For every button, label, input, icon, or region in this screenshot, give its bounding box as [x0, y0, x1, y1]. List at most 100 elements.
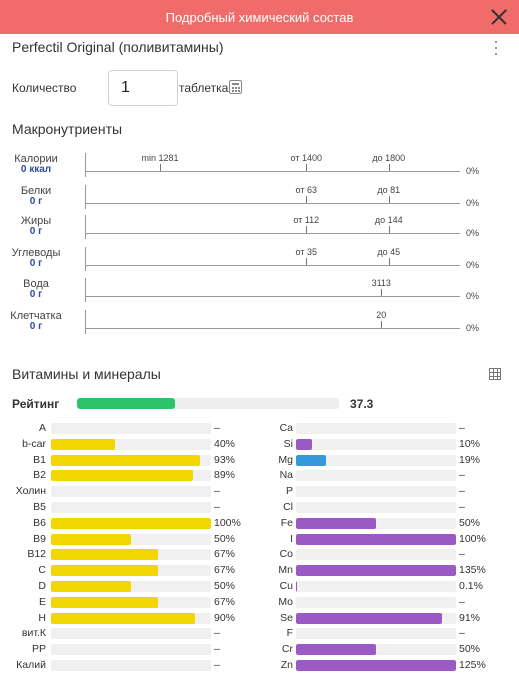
macro-baseline [85, 296, 460, 297]
nutrient-bar [296, 502, 456, 513]
nutrient-percent: – [214, 485, 220, 498]
macro-baseline [85, 265, 460, 266]
vitamin-row: A – [0, 422, 519, 436]
nutrient-bar [51, 581, 211, 592]
nutrient-name: Калий [16, 659, 46, 671]
nutrient-bar-fill [51, 470, 194, 482]
vitamin-row: C 67% [0, 564, 519, 578]
vitamin-row: B5 – [0, 501, 519, 515]
nutrient-name: Fe [280, 516, 293, 529]
mineral-row: Mo – [0, 596, 519, 610]
macro-name: Клетчатка [10, 310, 62, 322]
nutrient-bar [296, 517, 456, 529]
nutrient-name: Si [283, 437, 293, 450]
nutrient-name: Cr [281, 643, 293, 656]
nutrient-bar [296, 612, 456, 624]
macro-norm-label: до 1800 [372, 153, 406, 163]
macro-axis [85, 185, 86, 209]
close-icon[interactable] [485, 3, 513, 31]
quantity-input[interactable]: 1 [108, 70, 178, 106]
nutrient-bar [51, 628, 211, 640]
nutrient-bar-fill [296, 660, 456, 671]
nutrient-percent: 19% [459, 453, 481, 466]
macro-norm-label: от 35 [295, 247, 317, 257]
vitamin-row: B12 67% [0, 548, 519, 562]
more-options-icon[interactable] [493, 40, 499, 56]
macro-norm-tick [388, 164, 390, 171]
nutrient-bar [296, 423, 456, 434]
quantity-unit: таблетка [179, 81, 229, 95]
nutrient-percent: 100% [459, 532, 486, 545]
nutrient-name: PP [31, 643, 46, 656]
macro-norm-tick [306, 196, 308, 203]
vitamin-row: E 67% [0, 596, 519, 610]
macro-norm-tick [306, 226, 308, 233]
macro-norm-tick [388, 196, 390, 203]
nutrient-name: вит.К [21, 627, 46, 640]
macro-norm-tick [306, 164, 308, 171]
nutrient-name: D [38, 580, 46, 592]
mineral-row: Fe 50% [0, 517, 519, 531]
macro-baseline [85, 328, 460, 329]
table-view-icon[interactable] [489, 368, 501, 380]
mineral-row: P – [0, 485, 519, 499]
nutrient-bar-fill [296, 438, 312, 450]
nutrient-name: Zn [280, 659, 293, 671]
mineral-row: Cu 0.1% [0, 580, 519, 594]
macro-value: 0 г [29, 289, 43, 300]
macro-percent: 0% [466, 260, 480, 270]
nutrient-bar-fill [51, 612, 195, 624]
nutrient-name: Se [280, 611, 293, 624]
nutrient-name: I [290, 532, 293, 545]
macro-percent: 0% [466, 291, 480, 301]
macro-norm-label: от 112 [293, 215, 320, 225]
macro-value: 0 ккал [20, 164, 52, 175]
nutrient-percent: 50% [214, 580, 236, 592]
mineral-row: Mg 19% [0, 454, 519, 468]
nutrient-bar-fill [51, 517, 211, 529]
nutrient-bar [51, 470, 211, 482]
nutrient-percent: 50% [214, 532, 236, 545]
macro-baseline [85, 171, 460, 172]
nutrient-name: Na [279, 469, 293, 482]
nutrient-percent: 100% [214, 516, 241, 529]
macro-row: Калории 0 ккал 0% min 1281 от 1400 до 1800 [0, 153, 519, 179]
macro-norm-tick [388, 258, 390, 265]
nutrient-percent: 90% [214, 611, 236, 624]
nutrient-percent: – [214, 643, 220, 656]
macro-norm-label: до 144 [374, 215, 403, 225]
nutrient-bar [296, 660, 456, 671]
mineral-row: Si 10% [0, 438, 519, 452]
nutrient-percent: – [459, 485, 465, 498]
nutrient-bar-fill [296, 533, 456, 545]
mineral-row: Co – [0, 548, 519, 562]
nutrient-percent: 125% [459, 659, 486, 671]
macro-axis [85, 153, 86, 177]
nutrient-bar [296, 565, 456, 577]
nutrient-bar-fill [51, 596, 159, 608]
nutrient-percent: – [214, 501, 220, 513]
mineral-row: I 100% [0, 533, 519, 547]
nutrient-name: P [285, 485, 293, 498]
macro-norm-label: min 1281 [141, 153, 179, 163]
nutrient-percent: – [214, 659, 220, 671]
vitamin-row: D 50% [0, 580, 519, 594]
nutrient-name: Mo [278, 595, 293, 608]
vitamin-row: b-car 40% [0, 438, 519, 452]
nutrient-bar [51, 454, 211, 466]
vitamins-minerals-title: Витамины и минералы [12, 366, 161, 382]
nutrient-bar [51, 517, 211, 529]
nutrient-bar [296, 628, 456, 640]
macro-norm-tick [381, 321, 383, 328]
nutrient-name: H [38, 611, 46, 624]
macro-name: Углеводы [11, 247, 61, 259]
macro-baseline [85, 203, 460, 204]
nutrient-percent: – [459, 422, 465, 434]
nutrient-name: Ca [279, 422, 293, 434]
nutrient-percent: 50% [459, 643, 481, 656]
nutrient-name: B12 [27, 548, 46, 561]
vitamin-row: B1 93% [0, 454, 519, 468]
calculator-icon[interactable] [229, 80, 242, 94]
macro-value: 0 г [29, 258, 43, 269]
vitamin-row: PP – [0, 643, 519, 657]
